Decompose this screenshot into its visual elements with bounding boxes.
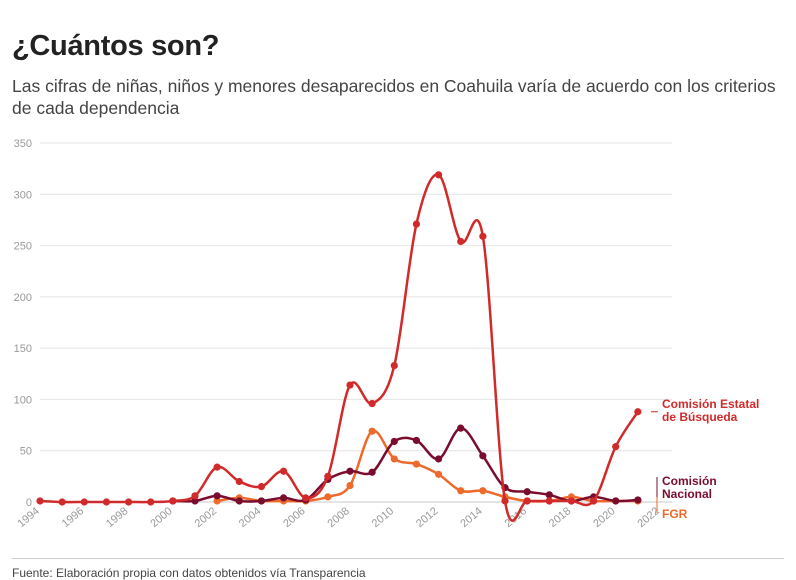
data-point — [501, 497, 509, 505]
data-point — [324, 472, 332, 480]
data-point — [412, 460, 421, 468]
series-label: Comisión Estatal — [662, 397, 759, 411]
data-point — [257, 497, 266, 505]
data-point — [479, 487, 487, 495]
x-tick-label: 1998 — [104, 505, 130, 530]
series-label: FGR — [662, 507, 688, 521]
y-tick-label: 300 — [14, 189, 32, 201]
x-tick-label: 2018 — [547, 505, 573, 530]
x-tick-label: 2006 — [281, 505, 307, 530]
data-point — [36, 497, 44, 505]
data-point — [102, 498, 111, 506]
data-point — [479, 452, 487, 460]
x-tick-label: 1994 — [15, 505, 41, 530]
data-point — [235, 497, 243, 505]
data-point — [567, 497, 576, 505]
x-tick-label: 2000 — [148, 505, 174, 530]
data-point — [346, 381, 354, 389]
x-tick-label: 2004 — [237, 505, 263, 530]
data-point — [634, 408, 642, 416]
source-note: Fuente: Elaboración propia con datos obt… — [12, 566, 366, 580]
series-line-1 — [171, 426, 640, 503]
data-point — [147, 498, 155, 506]
y-tick-label: 50 — [20, 446, 32, 458]
data-point — [368, 427, 376, 435]
data-point — [346, 481, 354, 490]
data-point — [279, 467, 288, 475]
data-point — [412, 220, 421, 228]
series-label: Nacional — [662, 487, 712, 501]
data-point — [390, 455, 398, 463]
series-line-0 — [38, 173, 640, 522]
y-tick-label: 350 — [14, 138, 32, 150]
data-point — [235, 477, 243, 486]
data-point — [612, 497, 620, 505]
x-tick-label: 2010 — [370, 505, 396, 530]
data-point — [457, 487, 465, 495]
data-point — [191, 492, 199, 500]
series-label: de Búsqueda — [662, 410, 738, 424]
data-point — [479, 232, 487, 240]
data-point — [390, 361, 398, 370]
series-label: Comisión — [662, 474, 717, 488]
data-point — [324, 493, 332, 501]
data-point — [80, 498, 88, 506]
data-point — [213, 497, 221, 505]
data-point — [191, 497, 199, 505]
y-tick-label: 100 — [14, 394, 32, 406]
data-point — [368, 468, 376, 476]
data-point — [523, 497, 531, 505]
data-point — [390, 437, 398, 446]
data-point — [612, 443, 620, 451]
data-point — [457, 237, 465, 246]
data-point — [368, 399, 376, 408]
data-point — [545, 497, 553, 505]
data-point — [257, 483, 266, 491]
y-tick-label: 0 — [26, 497, 32, 509]
y-tick-label: 200 — [14, 292, 32, 304]
page-subtitle: Las cifras de niñas, niños y menores des… — [12, 76, 776, 118]
data-point — [213, 463, 221, 471]
x-tick-label: 2014 — [458, 505, 484, 530]
y-tick-label: 250 — [14, 241, 32, 253]
data-point — [434, 171, 443, 179]
x-tick-label: 2020 — [591, 505, 617, 530]
series-line-2 — [215, 429, 640, 503]
data-point — [523, 488, 531, 496]
data-point — [589, 497, 598, 505]
data-point — [169, 497, 177, 505]
footer-divider — [12, 558, 784, 559]
data-point — [412, 436, 421, 445]
data-point — [457, 424, 465, 432]
data-point — [302, 494, 310, 502]
data-point — [634, 496, 642, 504]
data-point — [545, 491, 553, 499]
data-point — [434, 470, 443, 478]
data-point — [124, 498, 133, 506]
data-point — [346, 467, 354, 475]
page-title: ¿Cuántos son? — [12, 30, 220, 62]
x-tick-label: 1996 — [60, 505, 86, 530]
data-point — [279, 494, 288, 502]
x-tick-label: 2022 — [635, 505, 661, 530]
data-point — [213, 492, 221, 500]
data-point — [434, 455, 443, 463]
x-tick-label: 2002 — [193, 505, 219, 530]
x-tick-label: 2008 — [325, 505, 351, 530]
x-tick-label: 2012 — [414, 505, 440, 530]
data-point — [58, 498, 66, 506]
y-tick-label: 150 — [14, 343, 32, 355]
line-chart: 0 50 100 150 200 250 300 350 1994 1996 1998 2000 200… — [14, 138, 760, 530]
